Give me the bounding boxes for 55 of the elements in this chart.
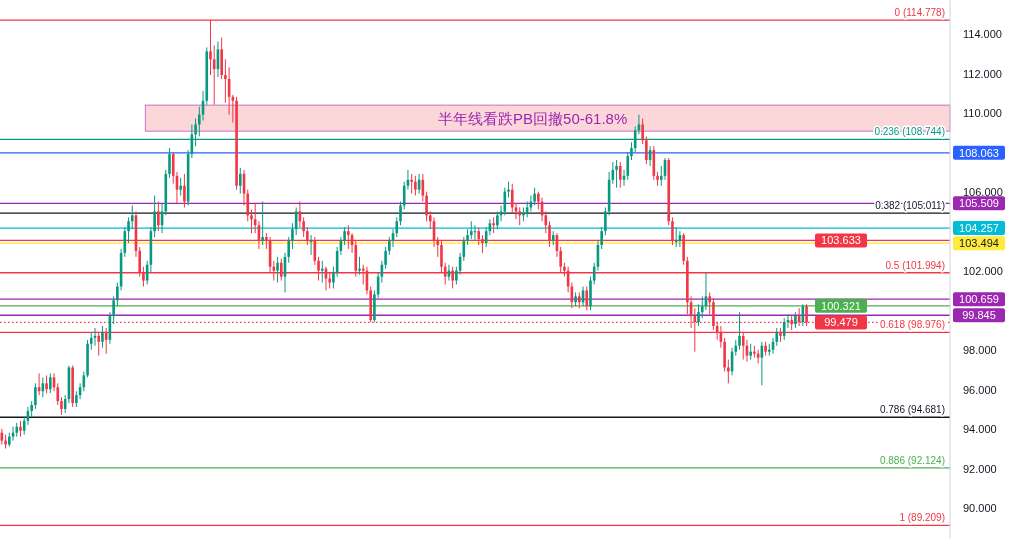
- annotation: 0.786 (94.681): [879, 404, 945, 416]
- y-tick-label: 114.000: [963, 28, 1002, 41]
- y-tick-label: 92.000: [963, 462, 997, 475]
- candlestick: [425, 191, 428, 222]
- y-tick-label: 96.000: [963, 383, 997, 396]
- candlestick: [238, 167, 242, 195]
- candlestick: [641, 118, 644, 145]
- candlestick: [727, 359, 730, 384]
- candlestick: [332, 266, 335, 289]
- candlestick: [738, 311, 741, 351]
- ref-line-label: 105.509: [959, 197, 999, 210]
- ref-line-label: 104.257: [959, 222, 999, 235]
- y-tick-label: 94.000: [963, 423, 997, 436]
- candlestick: [250, 208, 253, 234]
- candlestick: [212, 44, 216, 106]
- candlestick: [157, 201, 160, 232]
- annotation: 0.236 (108.744): [874, 126, 945, 138]
- annotation: 0.5 (101.994): [885, 259, 945, 271]
- candlestick: [261, 201, 264, 246]
- ref-line-label: 99.845: [962, 309, 996, 322]
- ref-line-label: 100.659: [959, 293, 999, 306]
- y-tick-label: 90.000: [963, 502, 997, 515]
- ref-line-label: 103.494: [959, 237, 999, 250]
- annotation: 0.886 (92.124): [879, 454, 945, 466]
- candlestick: [101, 325, 104, 349]
- candlestick: [615, 159, 618, 189]
- candlestick: [183, 173, 186, 208]
- candlestick: [399, 201, 402, 226]
- candlestick: [34, 382, 37, 410]
- candlestick: [168, 147, 171, 179]
- candlestick: [585, 285, 589, 311]
- y-tick-label: 106.000: [963, 186, 1003, 199]
- candlestick: [276, 256, 279, 284]
- y-tick-label: 98.000: [963, 344, 997, 357]
- candlestick: [697, 303, 700, 327]
- candlestick: [618, 161, 622, 189]
- candlestick: [410, 173, 413, 195]
- band-label: 半年线看跌PB回撤50-61.8%: [438, 110, 628, 128]
- candlestick: [291, 222, 294, 250]
- ref-line-label: 103.633: [821, 234, 861, 247]
- candlestick: [127, 216, 130, 244]
- candlestick: [414, 175, 417, 197]
- ref-line-label: 99.479: [824, 316, 858, 329]
- annotation: 0.618 (98.976): [879, 319, 945, 331]
- ref-line-label: 100.321: [821, 299, 861, 312]
- candlestick: [130, 204, 134, 230]
- candlestick: [645, 135, 648, 165]
- y-tick-label: 102.000: [963, 265, 1003, 278]
- candlestick: [708, 291, 712, 315]
- y-tick-label: 112.000: [963, 67, 1002, 80]
- annotation: 0 (114.778): [894, 7, 945, 19]
- y-tick-label: 110.000: [963, 107, 1002, 120]
- annotation: 1 (89.209): [899, 512, 945, 524]
- ref-line-label: 108.063: [959, 146, 999, 159]
- candlestick: [320, 260, 324, 284]
